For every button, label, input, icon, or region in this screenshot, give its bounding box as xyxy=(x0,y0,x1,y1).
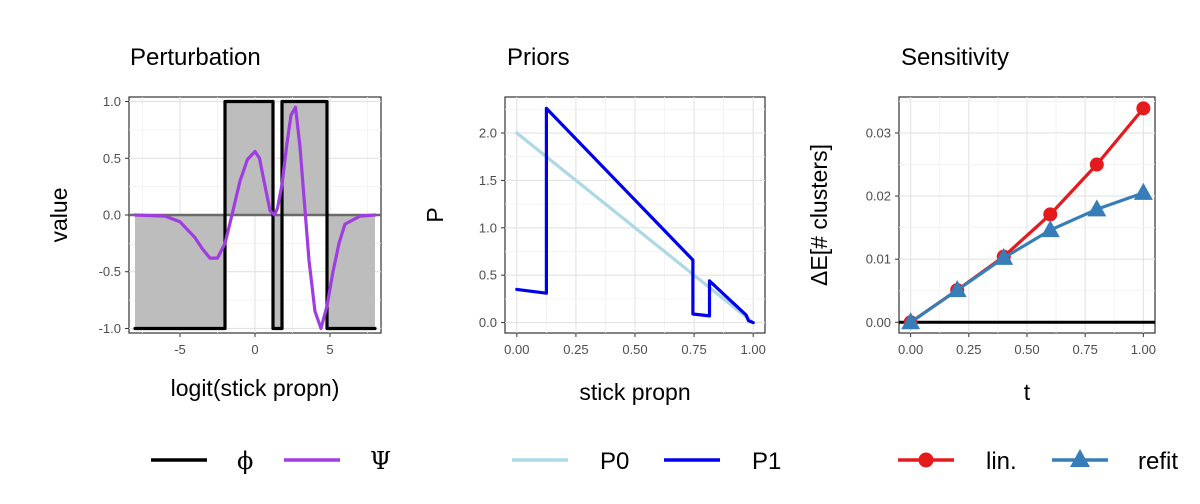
panel-priors: Priors 0.00 0.25 0.50 0.75 1.00 0.0 0.5 1.0 1.5 2… xyxy=(422,44,781,475)
y-axis-label: ΔE[# clusters] xyxy=(806,144,832,286)
data-point xyxy=(1040,220,1060,238)
data-point xyxy=(1043,207,1058,222)
chart-marks xyxy=(515,106,755,325)
y-axis-label: P xyxy=(422,207,448,222)
axis-ticks: 0.00 0.25 0.50 0.75 1.00 0.00 0.01 0.02 0.03 xyxy=(866,125,1156,357)
chart-marks xyxy=(129,99,381,331)
legend-label-phi: ϕ xyxy=(237,447,253,475)
x-tick-label: 0.00 xyxy=(898,342,923,357)
chart-title: Perturbation xyxy=(130,44,261,71)
axis-ticks: 0.00 0.25 0.50 0.75 1.00 0.0 0.5 1.0 1.5 2.0 xyxy=(479,126,766,357)
x-tick-label: 0.75 xyxy=(681,342,706,357)
y-tick-label: 0.0 xyxy=(479,315,497,330)
y-tick-label: 0.00 xyxy=(866,315,891,330)
y-tick-label: 0.5 xyxy=(103,151,121,166)
x-tick-label: 0 xyxy=(251,342,258,357)
x-tick-label: 0.25 xyxy=(956,342,981,357)
x-axis-label: logit(stick propn) xyxy=(171,375,340,401)
chart-title: Sensitivity xyxy=(901,44,1009,71)
y-axis-label: value xyxy=(46,188,72,243)
data-point xyxy=(1136,101,1151,116)
y-tick-label: 0.5 xyxy=(479,268,497,283)
panel-perturbation: Perturbation -5 0 5 -1.0 -0.5 0.0 0.5 1.0 logit… xyxy=(46,44,391,475)
series-line-1 xyxy=(515,106,755,325)
y-tick-label: 1.0 xyxy=(103,94,121,109)
x-tick-label: 0.75 xyxy=(1073,342,1098,357)
x-tick-label: 0.00 xyxy=(504,342,529,357)
y-tick-label: 0.02 xyxy=(866,189,891,204)
x-tick-label: -5 xyxy=(174,342,186,357)
y-tick-label: -1.0 xyxy=(99,321,121,336)
legend-marker-refit xyxy=(1070,449,1090,467)
legend-label-psi: Ψ xyxy=(370,447,391,475)
series-line-0 xyxy=(515,131,755,325)
legend: P0 P1 xyxy=(512,448,781,475)
series-line-0 xyxy=(133,99,377,331)
y-tick-label: 1.0 xyxy=(479,220,497,235)
data-point xyxy=(1087,199,1107,217)
legend: ϕ Ψ xyxy=(151,447,391,475)
legend-label-lin: lin. xyxy=(986,448,1017,475)
grid xyxy=(899,97,1155,333)
data-point xyxy=(1133,182,1153,200)
data-point xyxy=(901,312,921,330)
axis-ticks: -5 0 5 -1.0 -0.5 0.0 0.5 1.0 xyxy=(99,94,334,357)
series-line-1 xyxy=(133,105,377,331)
x-tick-label: 1.00 xyxy=(741,342,766,357)
data-point xyxy=(994,247,1014,265)
x-tick-label: 1.00 xyxy=(1131,342,1156,357)
x-tick-label: 0.25 xyxy=(563,342,588,357)
y-tick-label: 2.0 xyxy=(479,126,497,141)
y-tick-label: -0.5 xyxy=(99,264,121,279)
legend-marker-lin xyxy=(918,452,934,468)
panel-sensitivity: Sensitivity 0.00 0.25 0.50 0.75 1.00 0.00 0.01… xyxy=(806,44,1178,475)
data-point xyxy=(1089,157,1104,172)
y-tick-label: 0.01 xyxy=(866,252,891,267)
x-tick-label: 0.50 xyxy=(1014,342,1039,357)
y-tick-label: 0.0 xyxy=(103,208,121,223)
legend: lin. refit xyxy=(898,448,1178,475)
legend-label-refit: refit xyxy=(1138,448,1178,475)
x-axis-label: stick propn xyxy=(579,379,690,405)
chart-marks xyxy=(899,101,1155,330)
x-axis-label: t xyxy=(1024,379,1031,405)
legend-label-p1: P1 xyxy=(752,448,781,475)
y-tick-label: 0.03 xyxy=(866,125,891,140)
chart-title: Priors xyxy=(507,44,570,71)
y-tick-label: 1.5 xyxy=(479,173,497,188)
x-tick-label: 5 xyxy=(326,342,333,357)
data-point xyxy=(947,280,967,298)
legend-label-p0: P0 xyxy=(600,448,629,475)
x-tick-label: 0.50 xyxy=(622,342,647,357)
